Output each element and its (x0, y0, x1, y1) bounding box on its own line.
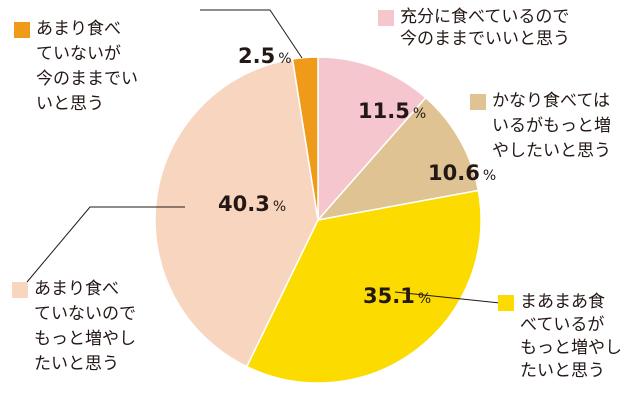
percent-label-little-keep: 2.5% (238, 44, 292, 68)
percent-label-little-want-more: 40.3% (218, 192, 286, 216)
pie-slice-moderate-want-more (245, 189, 482, 384)
pie-slice-little-keep (291, 56, 319, 221)
percent-label-sufficient: 11.5% (358, 99, 426, 123)
legend-swatch-moderate-want-more (498, 295, 514, 311)
pie-slice-eating-want-more (316, 96, 480, 222)
legend-swatch-little-want-more (12, 282, 28, 298)
legend-swatch-little-keep (14, 22, 30, 38)
leader-line-little-keep (200, 9, 303, 59)
pie-slice-sufficient (317, 56, 427, 222)
category-label-little-want-more: あまり食べていないのでもっと増やしたいと思う (34, 279, 136, 374)
percent-label-eating-want-more: 10.6% (428, 161, 496, 185)
legend-swatch-eating-want-more (470, 94, 486, 110)
category-label-little-keep: あまり食べていないが今のままでいいと思う (36, 19, 138, 114)
category-label-eating-want-more: かなり食べてはいるがもっと増やしたいと思う (492, 91, 611, 161)
leader-line-moderate-want-more (394, 291, 501, 304)
category-label-sufficient: 充分に食べているので今のままでいいと思う (400, 7, 570, 49)
pie-slice-little-want-more (154, 58, 319, 368)
percent-label-moderate-want-more: 35.1% (363, 284, 431, 308)
leader-line-little-want-more (26, 206, 185, 283)
category-label-moderate-want-more: まあまあ食べているがもっと増やしたいと思う (520, 292, 622, 381)
legend-swatch-sufficient (378, 10, 394, 26)
